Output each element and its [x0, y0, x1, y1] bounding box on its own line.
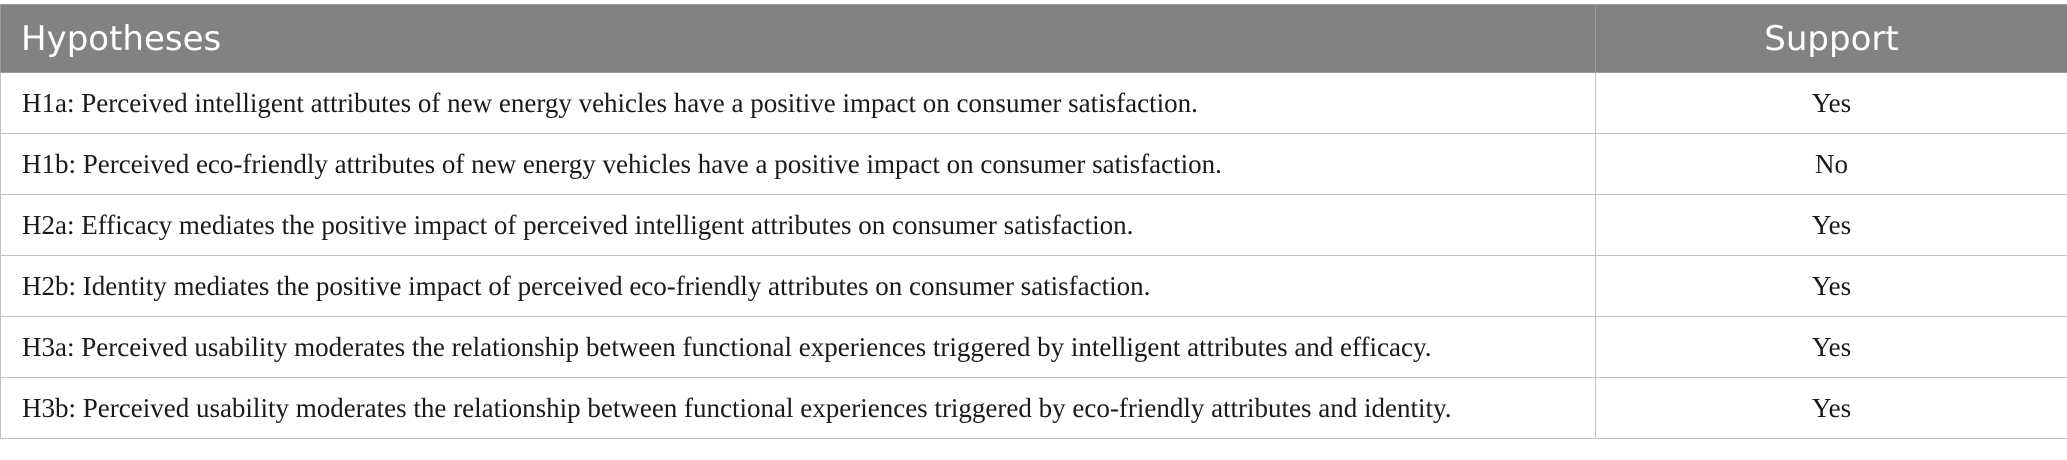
support-cell: Yes [1595, 377, 2067, 439]
support-cell: Yes [1595, 255, 2067, 317]
support-cell: No [1595, 133, 2067, 195]
table-row: H2b: Identity mediates the positive impa… [0, 255, 2067, 317]
hypotheses-table: Hypotheses Support H1a: Perceived intell… [0, 4, 2067, 439]
column-header-support: Support [1595, 4, 2067, 73]
hypothesis-cell: H1a: Perceived intelligent attributes of… [0, 72, 1596, 134]
hypothesis-cell: H2a: Efficacy mediates the positive impa… [0, 194, 1596, 256]
hypothesis-cell: H2b: Identity mediates the positive impa… [0, 255, 1596, 317]
support-cell: Yes [1595, 72, 2067, 134]
hypothesis-cell: H3b: Perceived usability moderates the r… [0, 377, 1596, 439]
table-header: Hypotheses Support [0, 4, 2067, 73]
header-row: Hypotheses Support [0, 4, 2067, 73]
column-header-hypotheses: Hypotheses [0, 4, 1596, 73]
table-row: H3a: Perceived usability moderates the r… [0, 316, 2067, 378]
hypothesis-cell: H3a: Perceived usability moderates the r… [0, 316, 1596, 378]
support-cell: Yes [1595, 316, 2067, 378]
table-row: H1a: Perceived intelligent attributes of… [0, 72, 2067, 134]
support-cell: Yes [1595, 194, 2067, 256]
table-row: H1b: Perceived eco-friendly attributes o… [0, 133, 2067, 195]
table-row: H2a: Efficacy mediates the positive impa… [0, 194, 2067, 256]
hypothesis-cell: H1b: Perceived eco-friendly attributes o… [0, 133, 1596, 195]
table-row: H3b: Perceived usability moderates the r… [0, 377, 2067, 439]
table-body: H1a: Perceived intelligent attributes of… [0, 72, 2067, 439]
hypotheses-table-container: Hypotheses Support H1a: Perceived intell… [0, 4, 2067, 439]
